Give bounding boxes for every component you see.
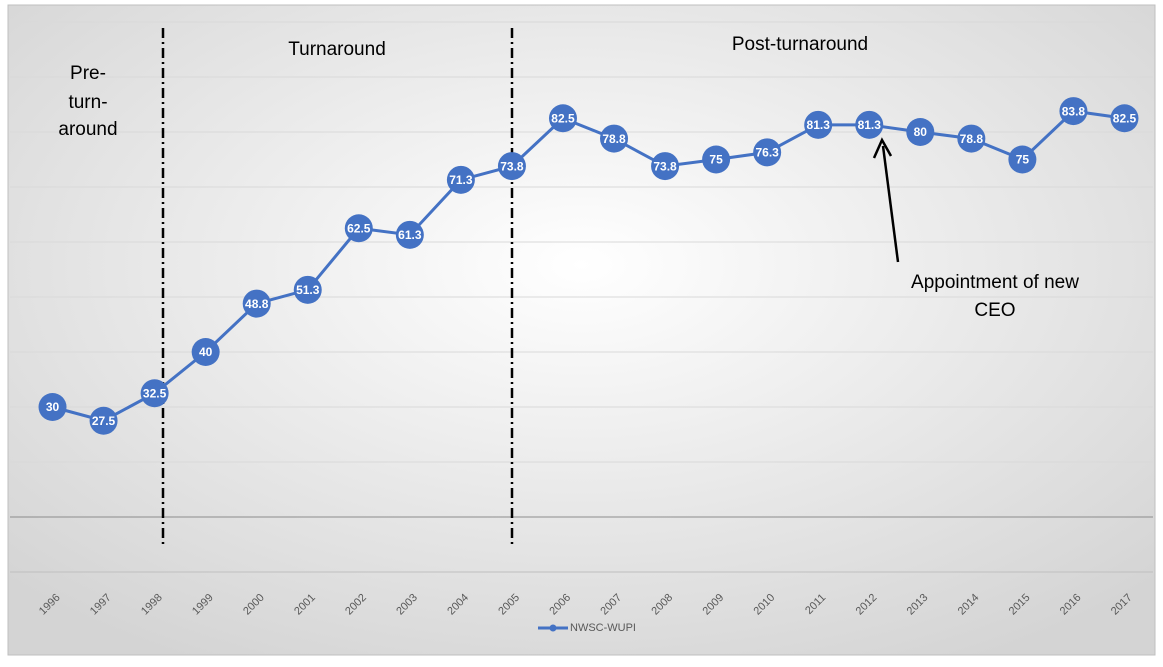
legend-marker xyxy=(549,624,557,632)
data-label: 82.5 xyxy=(551,111,575,125)
legend-label: NWSC-WUPI xyxy=(570,622,636,634)
data-point xyxy=(957,124,986,153)
data-point xyxy=(395,220,424,249)
series-line xyxy=(52,109,1125,423)
data-point xyxy=(140,379,169,408)
annotation: CEO xyxy=(974,300,1015,321)
arrow-head xyxy=(872,137,893,159)
annotation-arrow xyxy=(881,145,900,263)
annotation: Turnaround xyxy=(288,39,386,60)
data-point xyxy=(446,165,475,194)
annotation: turn- xyxy=(68,92,107,113)
data-label: 73.8 xyxy=(500,159,524,173)
data-label: 76.3 xyxy=(755,146,779,160)
data-point xyxy=(702,145,731,174)
data-label: 30 xyxy=(46,400,60,414)
data-point xyxy=(38,393,67,421)
data-label: 81.3 xyxy=(807,118,831,132)
annotation: Pre- xyxy=(70,63,106,84)
data-point xyxy=(1059,97,1088,126)
data-label: 61.3 xyxy=(398,228,422,242)
data-point xyxy=(89,406,118,435)
data-label: 81.3 xyxy=(858,118,882,132)
data-label: 78.8 xyxy=(960,132,984,146)
data-label: 82.5 xyxy=(1113,111,1137,125)
data-label: 48.8 xyxy=(245,297,269,311)
data-point xyxy=(651,152,680,181)
data-point xyxy=(242,289,271,318)
data-label: 80 xyxy=(914,125,928,139)
data-label: 32.5 xyxy=(143,386,167,400)
chart-area xyxy=(7,4,1156,656)
annotation: Post-turnaround xyxy=(732,34,868,55)
data-label: 75 xyxy=(709,153,723,167)
data-point xyxy=(548,104,577,133)
data-point xyxy=(293,275,322,304)
data-point xyxy=(753,138,782,167)
data-point xyxy=(344,214,373,243)
data-label: 51.3 xyxy=(296,283,320,297)
annotation: Appointment of new xyxy=(911,272,1079,293)
data-label: 78.8 xyxy=(602,132,626,146)
data-label: 73.8 xyxy=(653,159,677,173)
data-point xyxy=(1110,104,1139,133)
data-point xyxy=(855,110,884,139)
data-label: 71.3 xyxy=(449,173,473,187)
data-point xyxy=(906,118,935,146)
data-point xyxy=(1008,145,1037,174)
data-label: 83.8 xyxy=(1062,104,1086,118)
data-label: 40 xyxy=(199,345,213,359)
data-label: 75 xyxy=(1016,153,1030,167)
data-label: 27.5 xyxy=(92,414,116,428)
data-point xyxy=(600,124,629,153)
data-point xyxy=(804,110,833,139)
data-point xyxy=(191,338,220,366)
annotation: around xyxy=(58,119,117,140)
data-label: 62.5 xyxy=(347,221,371,235)
data-point xyxy=(497,152,526,181)
